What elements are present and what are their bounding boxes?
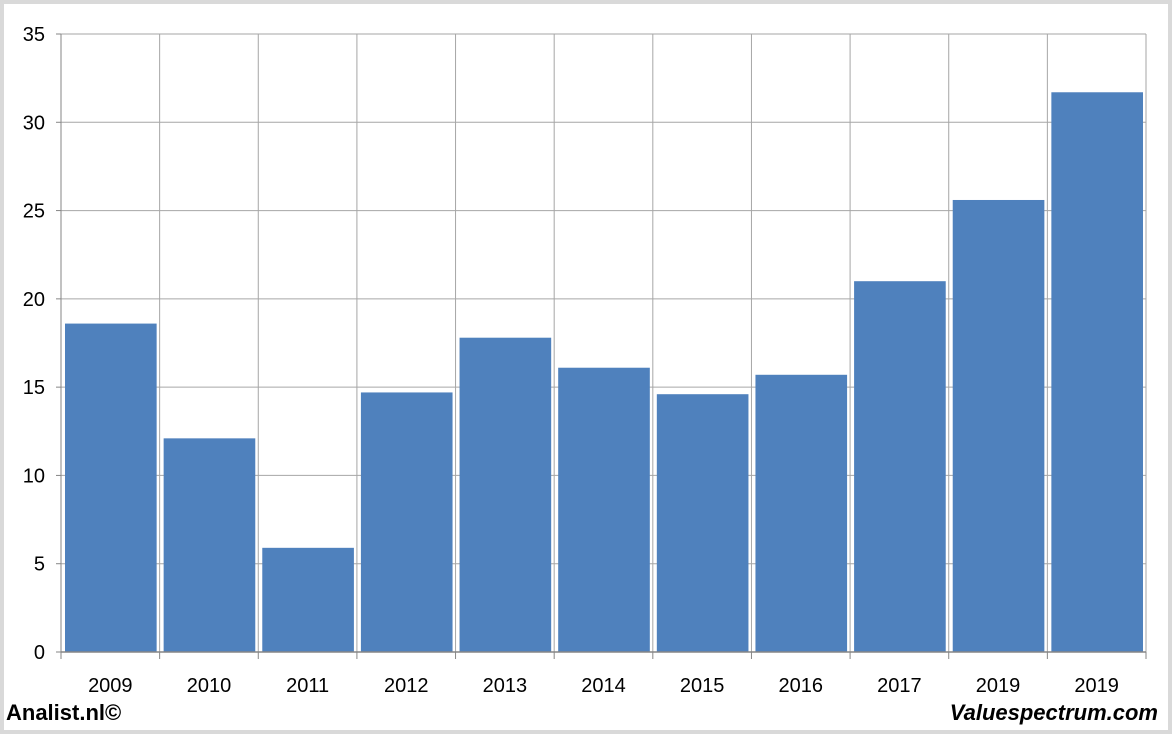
bar [558,367,650,652]
bar [755,374,848,652]
bar [262,547,354,652]
grid-lines [60,33,1147,652]
bar [360,392,453,652]
valuespectrum-watermark: Valuespectrum.com [949,700,1158,725]
y-tick-label: 25 [23,201,45,223]
bar [854,281,946,652]
x-tick-label: 2019 [1074,675,1119,697]
x-tick-label: 2011 [286,675,329,697]
bar [952,199,1045,652]
x-tick-label: 2016 [779,675,824,697]
y-tick-labels: 0 5 10 15 20 25 30 35 [23,24,45,664]
x-tick-label: 2019 [976,675,1021,697]
bar [459,337,552,652]
y-tick-label: 30 [23,112,45,134]
x-tick-labels: 2009 2010 2011 2012 2013 2014 2015 2016 2017 2019… [88,675,1119,697]
axes [56,33,1147,659]
chart-frame: 0 5 10 15 20 25 30 35 2009 2010 2011 2012 2013 2014 2… [4,4,1168,730]
bar [656,394,749,652]
y-tick-label: 15 [23,377,45,399]
bar [163,438,256,652]
y-tick-label: 35 [23,24,45,46]
x-tick-label: 2012 [384,675,429,697]
y-tick-label: 10 [23,465,45,487]
x-tick-label: 2013 [483,675,528,697]
bar [65,323,157,652]
y-tick-label: 20 [23,289,45,311]
x-tick-label: 2015 [680,675,725,697]
bars [65,92,1143,653]
x-tick-label: 2009 [88,675,133,697]
x-tick-label: 2014 [581,675,626,697]
x-tick-label: 2017 [877,675,922,697]
y-tick-label: 5 [34,554,45,576]
x-tick-label: 2010 [187,675,232,697]
bar [1051,92,1143,653]
y-tick-label: 0 [34,642,45,664]
analist-watermark: Analist.nl© [6,700,122,725]
